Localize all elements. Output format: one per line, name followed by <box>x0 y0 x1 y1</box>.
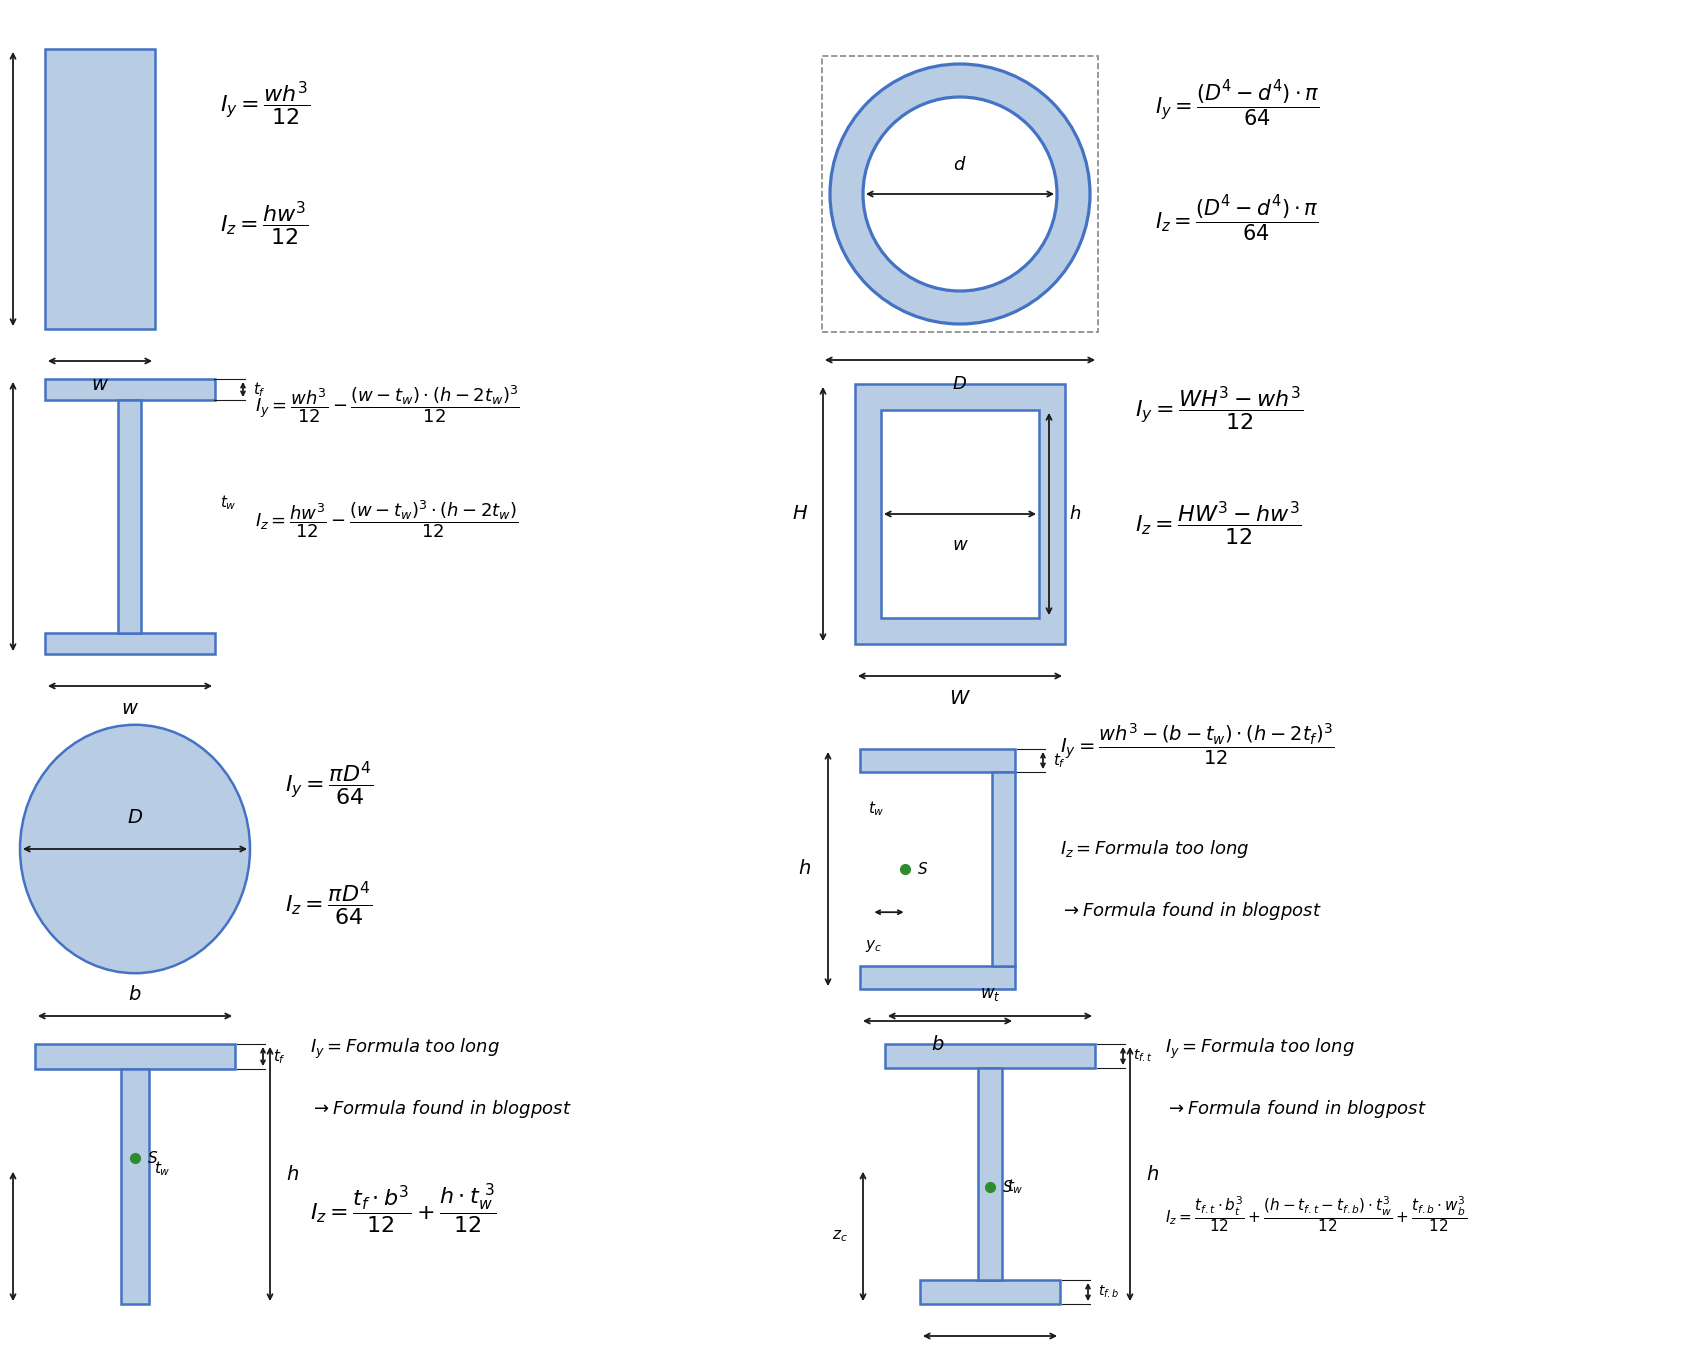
Text: $I_z = \dfrac{t_f \cdot b^3}{12} + \dfrac{h \cdot t_w^{\ 3}}{12}$: $I_z = \dfrac{t_f \cdot b^3}{12} + \dfra… <box>310 1182 497 1236</box>
Text: $I_y = \dfrac{(D^4-d^4)\cdot\pi}{64}$: $I_y = \dfrac{(D^4-d^4)\cdot\pi}{64}$ <box>1155 78 1319 130</box>
Text: $I_y = \dfrac{wh^3}{12}$: $I_y = \dfrac{wh^3}{12}$ <box>220 80 310 128</box>
Text: $t_w$: $t_w$ <box>154 1159 171 1178</box>
Ellipse shape <box>863 97 1057 291</box>
Text: $t_f$: $t_f$ <box>273 1047 287 1066</box>
Text: $I_y = Formula\ too\ long$: $I_y = Formula\ too\ long$ <box>310 1037 500 1062</box>
Text: $S$: $S$ <box>148 1151 158 1167</box>
Ellipse shape <box>829 63 1091 324</box>
Text: $b$: $b$ <box>931 1035 945 1054</box>
Text: $w$: $w$ <box>120 700 139 719</box>
Text: $I_y = \dfrac{\pi D^4}{64}$: $I_y = \dfrac{\pi D^4}{64}$ <box>285 759 373 808</box>
Bar <box>36 1044 236 1068</box>
Text: $I_y = Formula\ too\ long$: $I_y = Formula\ too\ long$ <box>1165 1037 1355 1062</box>
Bar <box>46 633 215 654</box>
Text: $t_w$: $t_w$ <box>220 494 237 513</box>
Text: $S$: $S$ <box>1002 1179 1013 1195</box>
Ellipse shape <box>20 724 249 973</box>
Bar <box>860 749 1014 772</box>
Text: $t_w$: $t_w$ <box>1007 1178 1024 1197</box>
Text: $h$: $h$ <box>1068 505 1080 523</box>
Text: $t_f$: $t_f$ <box>1053 751 1067 770</box>
Bar <box>880 410 1040 618</box>
Text: $I_z = \dfrac{hw^3}{12} - \dfrac{(w-t_w)^3\cdot(h-2t_w)}{12}$: $I_z = \dfrac{hw^3}{12} - \dfrac{(w-t_w)… <box>254 498 519 540</box>
Text: $I_z = \dfrac{t_{f.t}\cdot b_t^3}{12} + \dfrac{(h-t_{f.t}-t_{f.b})\cdot t_w^3}{1: $I_z = \dfrac{t_{f.t}\cdot b_t^3}{12} + … <box>1165 1194 1467 1234</box>
Text: $I_z = \dfrac{hw^3}{12}$: $I_z = \dfrac{hw^3}{12}$ <box>220 200 309 248</box>
Bar <box>992 772 1014 966</box>
Text: $H$: $H$ <box>792 505 807 523</box>
Text: $b$: $b$ <box>129 985 142 1004</box>
Text: $h$: $h$ <box>1146 1164 1160 1183</box>
Text: $t_w$: $t_w$ <box>868 800 885 819</box>
Bar <box>823 57 1097 332</box>
Text: $I_y = \dfrac{wh^3-(b-t_w)\cdot(h-2t_f)^3}{12}$: $I_y = \dfrac{wh^3-(b-t_w)\cdot(h-2t_f)^… <box>1060 722 1335 766</box>
Text: $I_z = Formula\ too\ long$: $I_z = Formula\ too\ long$ <box>1060 838 1250 861</box>
Text: $z_c$: $z_c$ <box>833 1229 848 1244</box>
Text: $h$: $h$ <box>799 859 811 878</box>
Bar <box>120 1068 149 1304</box>
Text: $\rightarrow Formula\ found\ in\ blogpost$: $\rightarrow Formula\ found\ in\ blogpos… <box>1060 900 1321 921</box>
Bar <box>855 384 1065 643</box>
Bar <box>860 966 1014 989</box>
Text: $y_c$: $y_c$ <box>865 938 882 954</box>
Text: $t_f$: $t_f$ <box>253 380 266 399</box>
Text: $W$: $W$ <box>950 689 970 708</box>
Bar <box>119 401 141 633</box>
Text: $I_z = \dfrac{(D^4-d^4)\cdot\pi}{64}$: $I_z = \dfrac{(D^4-d^4)\cdot\pi}{64}$ <box>1155 194 1319 244</box>
Bar <box>979 1068 1002 1280</box>
Text: $I_y = \dfrac{WH^3-wh^3}{12}$: $I_y = \dfrac{WH^3-wh^3}{12}$ <box>1135 384 1303 433</box>
Text: $t_{f.b}$: $t_{f.b}$ <box>1097 1284 1119 1300</box>
Text: $D$: $D$ <box>127 808 142 827</box>
Text: $w$: $w$ <box>92 375 109 394</box>
Text: $\rightarrow Formula\ found\ in\ blogpost$: $\rightarrow Formula\ found\ in\ blogpos… <box>1165 1098 1426 1120</box>
Text: $w$: $w$ <box>951 536 968 554</box>
Text: $d$: $d$ <box>953 156 967 174</box>
Text: $w_t$: $w_t$ <box>980 985 1001 1004</box>
Text: $h$: $h$ <box>287 1164 300 1183</box>
Bar <box>885 1044 1096 1068</box>
Text: $S$: $S$ <box>918 861 928 877</box>
Bar <box>46 49 154 329</box>
Bar <box>919 1280 1060 1304</box>
Text: $I_y = \dfrac{wh^3}{12} - \dfrac{(w-t_w)\cdot(h-2t_w)^3}{12}$: $I_y = \dfrac{wh^3}{12} - \dfrac{(w-t_w)… <box>254 383 519 425</box>
Text: $D$: $D$ <box>953 375 967 393</box>
Text: $t_{f.t}$: $t_{f.t}$ <box>1133 1048 1153 1064</box>
Text: $\rightarrow Formula\ found\ in\ blogpost$: $\rightarrow Formula\ found\ in\ blogpos… <box>310 1098 572 1120</box>
Bar <box>46 379 215 401</box>
Text: $I_z = \dfrac{\pi D^4}{64}$: $I_z = \dfrac{\pi D^4}{64}$ <box>285 880 371 928</box>
Text: $I_z = \dfrac{HW^3-hw^3}{12}$: $I_z = \dfrac{HW^3-hw^3}{12}$ <box>1135 500 1301 548</box>
